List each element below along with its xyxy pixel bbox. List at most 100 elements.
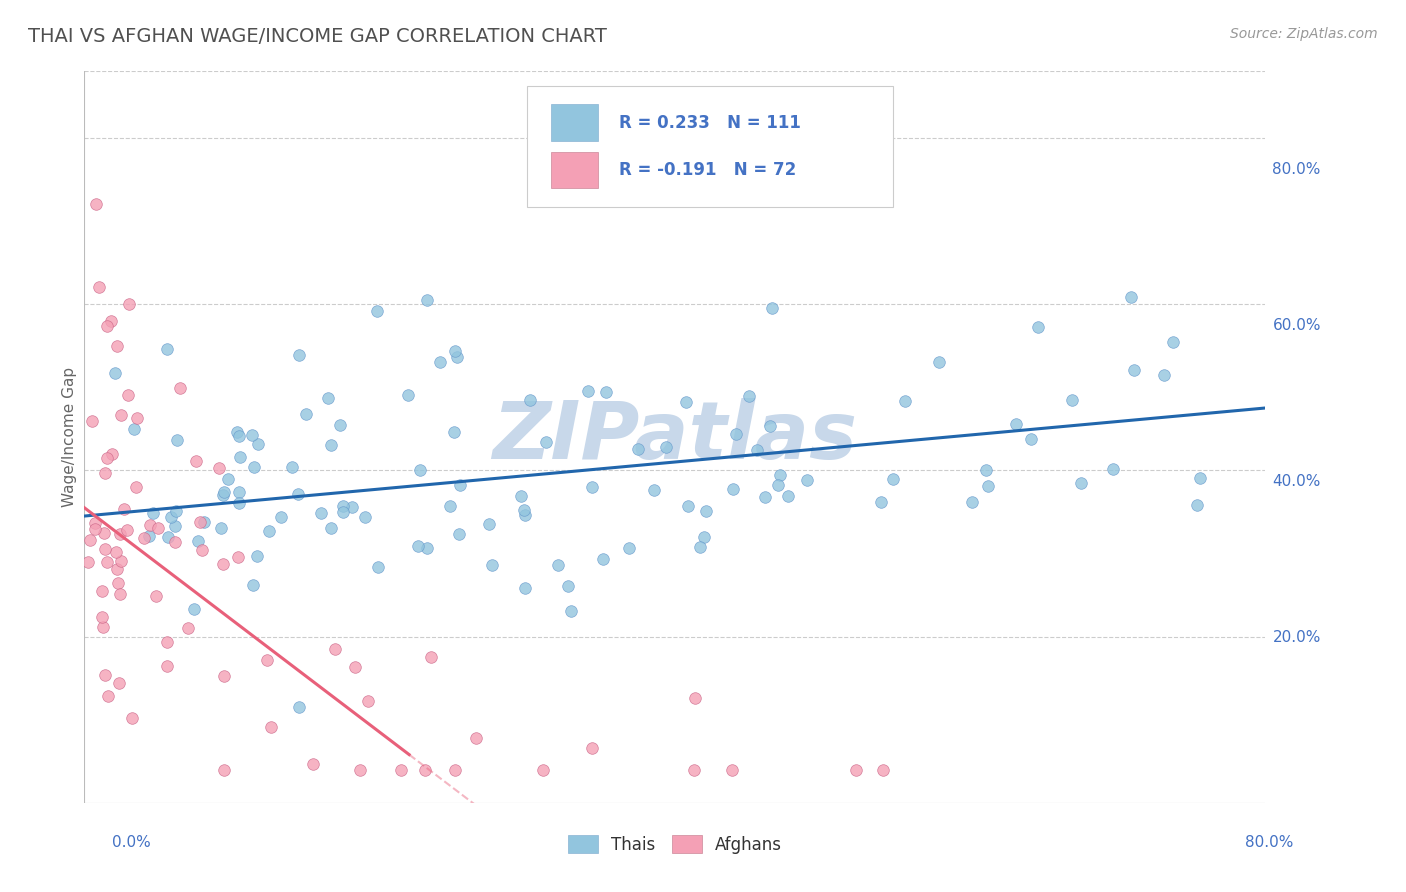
Point bbox=[443, 763, 465, 777]
Point bbox=[1060, 392, 1083, 407]
Point bbox=[110, 554, 132, 568]
Point bbox=[166, 433, 188, 447]
Point bbox=[643, 483, 665, 498]
Point bbox=[84, 516, 107, 531]
Point bbox=[104, 366, 127, 380]
Text: 40.0%: 40.0% bbox=[1272, 475, 1320, 489]
Point bbox=[683, 691, 706, 706]
Point bbox=[513, 502, 536, 516]
Point bbox=[217, 472, 239, 486]
Point bbox=[443, 344, 465, 359]
Point bbox=[183, 602, 205, 616]
Point bbox=[443, 425, 465, 440]
Point bbox=[446, 351, 468, 365]
Point bbox=[228, 496, 250, 510]
Point bbox=[87, 280, 111, 294]
Point bbox=[1004, 417, 1026, 431]
Point bbox=[288, 699, 311, 714]
Point bbox=[323, 642, 346, 657]
Point bbox=[683, 763, 706, 777]
Point bbox=[465, 731, 488, 745]
Point bbox=[1161, 335, 1184, 350]
Point bbox=[212, 485, 235, 500]
Point bbox=[766, 478, 789, 492]
Point bbox=[872, 763, 894, 777]
FancyBboxPatch shape bbox=[551, 104, 598, 141]
Point bbox=[108, 676, 131, 690]
Point bbox=[595, 384, 617, 399]
Point bbox=[420, 650, 443, 665]
Point bbox=[94, 466, 117, 480]
Point bbox=[184, 454, 207, 468]
Point bbox=[160, 509, 183, 524]
Point bbox=[115, 523, 138, 537]
Point bbox=[105, 562, 128, 576]
Point bbox=[145, 589, 167, 603]
Point bbox=[354, 510, 377, 524]
Point bbox=[187, 534, 209, 549]
Point bbox=[117, 388, 139, 402]
Point bbox=[416, 293, 439, 307]
Text: 60.0%: 60.0% bbox=[1272, 318, 1320, 333]
Point bbox=[107, 575, 129, 590]
Point bbox=[1185, 498, 1208, 512]
FancyBboxPatch shape bbox=[551, 152, 598, 188]
Point bbox=[91, 609, 114, 624]
Point bbox=[439, 499, 461, 513]
Point bbox=[513, 581, 536, 595]
Point bbox=[693, 530, 716, 544]
Legend: Thais, Afghans: Thais, Afghans bbox=[561, 829, 789, 860]
Point bbox=[675, 395, 697, 409]
Point bbox=[80, 414, 103, 428]
Point bbox=[738, 389, 761, 403]
Point bbox=[163, 519, 186, 533]
Point bbox=[127, 410, 149, 425]
Point bbox=[721, 482, 744, 496]
Point bbox=[214, 669, 236, 683]
Point bbox=[176, 622, 198, 636]
Text: 80.0%: 80.0% bbox=[1246, 836, 1294, 850]
Point bbox=[1121, 290, 1143, 304]
Point bbox=[349, 763, 371, 777]
Point bbox=[209, 521, 232, 535]
Point bbox=[513, 508, 536, 522]
Point bbox=[93, 541, 115, 556]
Point bbox=[1026, 320, 1049, 334]
Point bbox=[519, 392, 541, 407]
Point bbox=[389, 763, 412, 777]
Point bbox=[977, 479, 1000, 493]
Point bbox=[845, 763, 868, 777]
Point bbox=[367, 560, 389, 574]
Point bbox=[447, 526, 470, 541]
Point bbox=[242, 578, 264, 592]
Point bbox=[228, 429, 250, 443]
Point bbox=[121, 711, 143, 725]
FancyBboxPatch shape bbox=[527, 86, 893, 207]
Text: 0.0%: 0.0% bbox=[112, 836, 152, 850]
Point bbox=[96, 555, 118, 569]
Point bbox=[1019, 432, 1042, 446]
Point bbox=[655, 440, 678, 454]
Point bbox=[228, 484, 250, 499]
Point bbox=[627, 442, 650, 457]
Point bbox=[481, 558, 503, 572]
Y-axis label: Wage/Income Gap: Wage/Income Gap bbox=[62, 367, 77, 508]
Point bbox=[592, 552, 614, 566]
Point bbox=[79, 533, 101, 547]
Point bbox=[721, 763, 744, 777]
Point bbox=[745, 442, 768, 457]
Point bbox=[134, 532, 156, 546]
Point bbox=[259, 720, 281, 734]
Point bbox=[319, 521, 342, 535]
Point bbox=[229, 450, 252, 464]
Point bbox=[288, 348, 311, 362]
Point bbox=[366, 304, 388, 318]
Point bbox=[689, 540, 711, 554]
Text: THAI VS AFGHAN WAGE/INCOME GAP CORRELATION CHART: THAI VS AFGHAN WAGE/INCOME GAP CORRELATI… bbox=[28, 27, 607, 45]
Point bbox=[77, 555, 100, 569]
Point bbox=[754, 490, 776, 504]
Point bbox=[547, 558, 569, 572]
Text: Source: ZipAtlas.com: Source: ZipAtlas.com bbox=[1230, 27, 1378, 41]
Point bbox=[1123, 363, 1146, 377]
Point bbox=[1070, 476, 1092, 491]
